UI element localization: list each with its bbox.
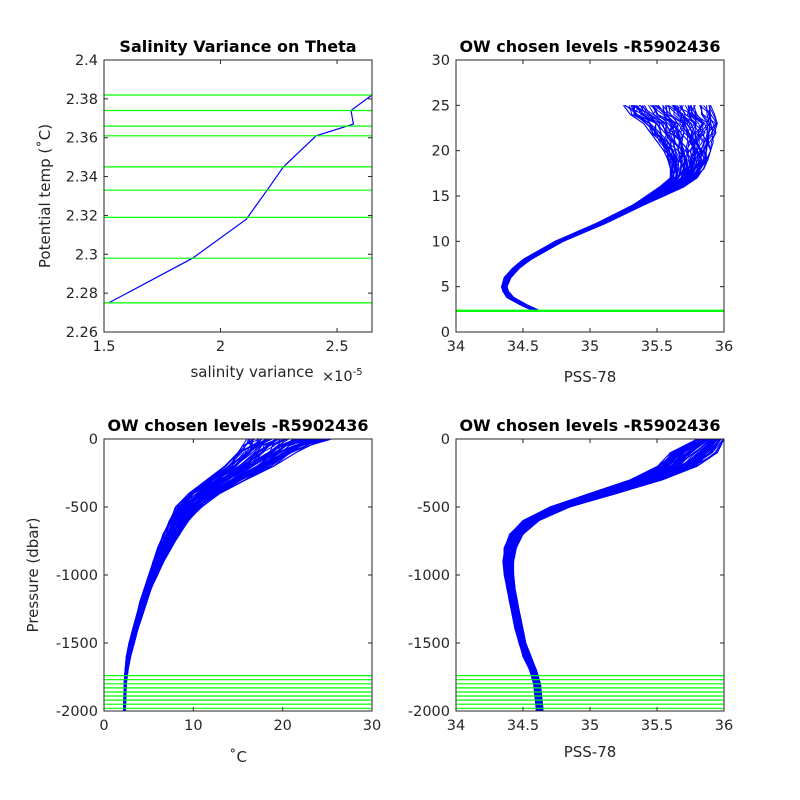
- x-tick-label: 0: [99, 718, 108, 734]
- x-axis-label: ˚C: [229, 748, 247, 766]
- y-tick-label: 0: [441, 432, 450, 448]
- y-tick-label: -500: [65, 500, 98, 516]
- x-tick-label: 30: [363, 718, 381, 734]
- y-tick-label: -1500: [408, 636, 450, 652]
- plot-clip: [456, 439, 724, 711]
- y-tick-label: 2.32: [66, 208, 98, 224]
- y-tick-label: 2.3: [75, 247, 98, 263]
- plot-area: 34 34.5 35 35.5 36 -2000 -1500 -1000 -500 0: [408, 432, 733, 734]
- y-tick-label: 30: [432, 53, 450, 69]
- y-tick-label: -2000: [408, 704, 450, 720]
- y-axis-label: Potential temp (˚C): [36, 124, 54, 268]
- chart-title: OW chosen levels -R5902436: [459, 37, 720, 56]
- y-tick-label: -1000: [56, 568, 98, 584]
- x-axis-label: PSS-78: [564, 743, 617, 761]
- y-tick-label: 2.28: [66, 286, 98, 302]
- x-tick-label: 36: [715, 718, 733, 734]
- y-tick-label: 15: [432, 189, 450, 205]
- x-tick-label: 2.5: [326, 339, 349, 355]
- y-tick-label: 2.26: [66, 325, 98, 341]
- chart-title: Salinity Variance on Theta: [119, 37, 356, 56]
- y-tick-label: 2.4: [75, 53, 98, 69]
- axes-frame: [103, 59, 373, 333]
- profile-line: [124, 439, 328, 711]
- y-tick-label: -500: [417, 500, 450, 516]
- exponent-power: -5: [353, 367, 363, 378]
- exponent-base: ×10: [322, 369, 353, 385]
- x-tick-label: 35: [581, 718, 599, 734]
- panel-temperature-pressure: OW chosen levels -R5902436 0 10 20 30 -2000 -…: [24, 416, 381, 766]
- x-tick-label: 35.5: [641, 339, 673, 355]
- panel-salinity-pressure: OW chosen levels -R5902436 34 34.5 35 35.5 3…: [408, 416, 733, 761]
- y-tick-label: 0: [89, 432, 98, 448]
- profile-line: [506, 105, 718, 312]
- x-axis-label: PSS-78: [564, 368, 617, 386]
- x-tick-label: 20: [273, 718, 291, 734]
- plot-clip: [104, 439, 372, 711]
- x-tick-label: 34.5: [507, 339, 539, 355]
- x-tick-label: 35.5: [641, 718, 673, 734]
- x-tick-label: 36: [715, 339, 733, 355]
- x-axis-label: salinity variance: [190, 363, 313, 381]
- x-tick-label: 1.5: [92, 339, 115, 355]
- y-tick-label: 2.36: [66, 131, 98, 147]
- panel-theta-salinity: OW chosen levels -R5902436 34 34.5 35 35.5 3…: [432, 37, 734, 386]
- panel-salinity-variance: Salinity Variance on Theta 1.5 2 2.5 2.26 2.…: [36, 37, 373, 385]
- y-tick-label: -1000: [408, 568, 450, 584]
- x-tick-label: 35: [581, 339, 599, 355]
- x-axis-exponent: ×10-5: [322, 367, 363, 385]
- x-tick-label: 10: [184, 718, 202, 734]
- y-tick-label: 5: [441, 280, 450, 296]
- y-tick-label: 2.34: [66, 170, 98, 186]
- plot-area: 0 10 20 30 -2000 -1500 -1000 -500 0: [56, 432, 381, 734]
- x-tick-label: 34: [447, 718, 465, 734]
- x-tick-label: 34.5: [507, 718, 539, 734]
- plot-area: 34 34.5 35 35.5 36 0 5 10 15 20 25 30: [432, 53, 734, 355]
- plot-clip: [104, 94, 372, 304]
- plot-clip: [456, 104, 724, 312]
- y-tick-label: 20: [432, 144, 450, 160]
- y-tick-label: 2.38: [66, 92, 98, 108]
- chart-title: OW chosen levels -R5902436: [107, 416, 368, 435]
- profile-line: [123, 439, 277, 711]
- y-axis-label: Pressure (dbar): [24, 518, 42, 633]
- chart-title: OW chosen levels -R5902436: [459, 416, 720, 435]
- plot-area: 1.5 2 2.5 2.26 2.28 2.3 2.32 2.34 2.36 2.38 2.4: [66, 53, 373, 355]
- profile-line: [512, 439, 724, 711]
- y-tick-label: 25: [432, 98, 450, 114]
- x-tick-label: 2: [216, 339, 225, 355]
- y-tick-label: 10: [432, 234, 450, 250]
- x-tick-label: 34: [447, 339, 465, 355]
- y-tick-label: -2000: [56, 704, 98, 720]
- y-tick-label: 0: [441, 325, 450, 341]
- y-tick-label: -1500: [56, 636, 98, 652]
